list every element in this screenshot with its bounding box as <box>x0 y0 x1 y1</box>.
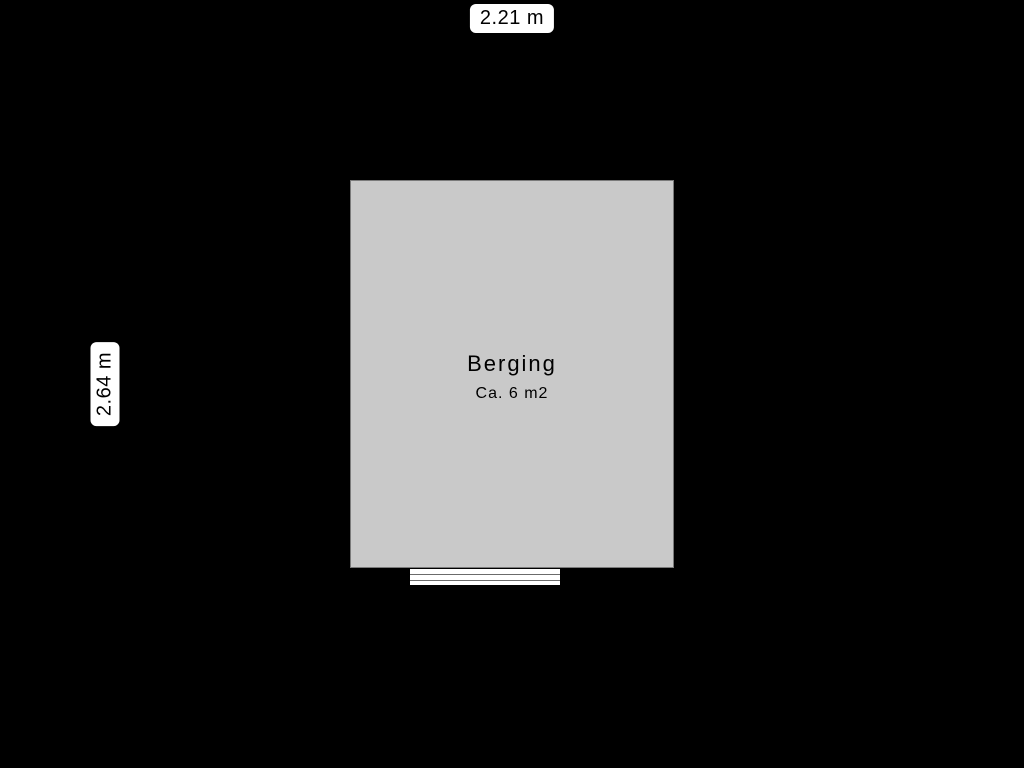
room-area-label: Ca. 6 m2 <box>476 385 549 403</box>
dimension-height-label: 2.64 m <box>91 342 120 426</box>
room-title: Berging <box>467 351 557 377</box>
door-symbol <box>410 568 560 586</box>
room-berging: Berging Ca. 6 m2 <box>350 180 674 568</box>
door-inner-line <box>410 580 560 581</box>
door-inner-line <box>410 574 560 575</box>
dimension-width-label: 2.21 m <box>470 4 554 33</box>
